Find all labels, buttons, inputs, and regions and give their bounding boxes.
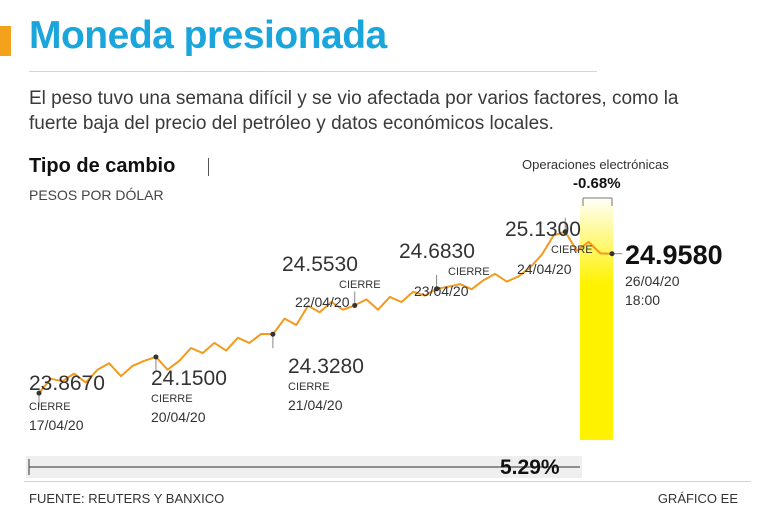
close-date-3: 21/04/20 — [288, 397, 343, 413]
last-date: 26/04/20 — [625, 273, 680, 289]
close-value-6: 25.1300 — [505, 218, 581, 241]
close-date-5: 23/04/20 — [414, 283, 469, 299]
total-change-value: 5.29% — [500, 456, 560, 479]
last-time: 18:00 — [625, 292, 661, 308]
close-date-6: 24/04/20 — [517, 261, 572, 277]
footer-source: FUENTE: REUTERS Y BANXICO — [29, 491, 225, 506]
close-point-1 — [36, 390, 42, 396]
electronic-ops-label: Operaciones electrónicas — [522, 157, 669, 172]
close-value-4: 24.5530 — [282, 253, 358, 276]
chart-title-divider — [208, 158, 209, 176]
close-date-2: 20/04/20 — [151, 409, 206, 425]
close-label-5: CIERRE — [448, 266, 490, 278]
close-point-5 — [434, 286, 440, 292]
title-accent-bar — [0, 26, 11, 56]
close-label-2: CIERRE — [151, 393, 193, 405]
exchange-rate-line — [38, 230, 613, 394]
close-date-4: 22/04/20 — [295, 294, 350, 310]
chart-title: Tipo de cambio — [29, 155, 176, 177]
footer-divider — [24, 481, 751, 482]
last-value: 24.9580 — [625, 240, 723, 270]
close-point-2 — [153, 354, 159, 360]
page-subtitle: El peso tuvo una semana difícil y se vio… — [29, 88, 679, 134]
page-title: Moneda presionada — [29, 14, 387, 57]
footer-credit: GRÁFICO EE — [657, 491, 738, 506]
close-date-1: 17/04/20 — [29, 417, 84, 433]
close-label-6: CIERRE — [551, 244, 593, 256]
close-point-6 — [562, 229, 568, 235]
title-divider — [29, 71, 597, 72]
close-point-4 — [352, 302, 358, 308]
close-label-3: CIERRE — [288, 381, 330, 393]
close-value-3: 24.3280 — [288, 355, 364, 378]
close-value-1: 23.8670 — [29, 372, 105, 395]
close-label-1: CIERRE — [29, 401, 71, 413]
close-label-4: CIERRE — [339, 279, 381, 291]
chart-unit-label: PESOS POR DÓLAR — [29, 187, 164, 203]
close-value-2: 24.1500 — [151, 367, 227, 390]
electronic-ops-highlight — [580, 200, 613, 440]
close-value-5: 24.6830 — [399, 240, 475, 263]
close-point-3 — [270, 331, 276, 337]
electronic-ops-change: -0.68% — [573, 175, 621, 192]
last-point — [609, 251, 615, 257]
